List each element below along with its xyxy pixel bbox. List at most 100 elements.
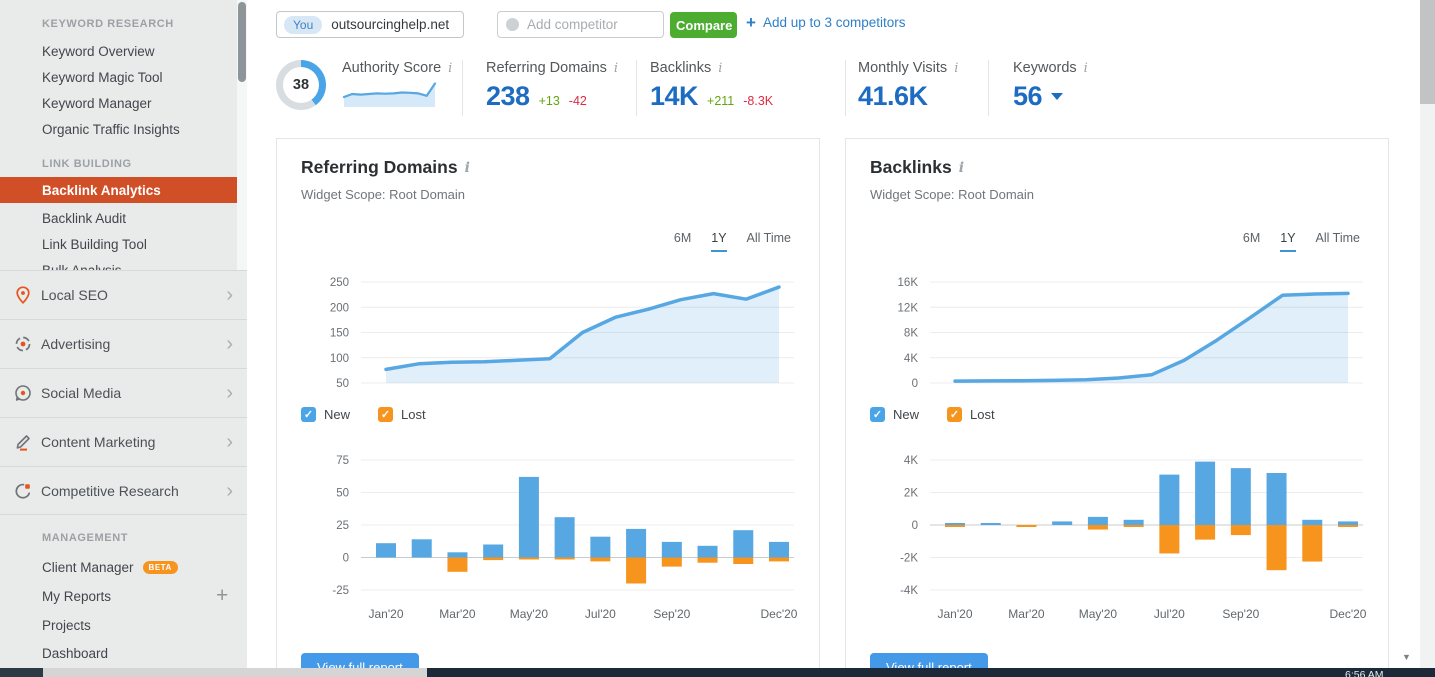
svg-text:Jul'20: Jul'20 (585, 607, 616, 621)
svg-text:100: 100 (330, 353, 349, 365)
sidebar-item-client-manager[interactable]: Client Manager BETA (42, 560, 178, 575)
lost-checkbox[interactable] (947, 407, 962, 422)
svg-text:Dec'20: Dec'20 (761, 607, 798, 621)
period-tabs: 6M 1Y All Time (674, 231, 791, 252)
you-badge: You (284, 16, 322, 34)
svg-text:0: 0 (912, 378, 918, 390)
info-icon[interactable]: i (718, 61, 722, 76)
new-label: New (893, 407, 919, 422)
sidebar-item-backlink-analytics[interactable]: Backlink Analytics (0, 177, 237, 203)
keywords-dropdown[interactable]: 56 (1013, 81, 1088, 112)
sidebar-item-label: Content Marketing (41, 434, 155, 450)
new-delta: +13 (539, 94, 560, 108)
add-competitor-input[interactable]: Add competitor (497, 11, 664, 38)
chevron-down-icon (1051, 93, 1063, 100)
sidebar-item-backlink-audit[interactable]: Backlink Audit (42, 211, 126, 226)
new-label: New (324, 407, 350, 422)
stat-label: Monthly Visitsi (858, 60, 958, 76)
sidebar-item-label: Local SEO (41, 287, 108, 303)
sidebar-item-projects[interactable]: Projects (42, 618, 91, 633)
info-icon[interactable]: i (1084, 61, 1088, 76)
referring-domains-stat: Referring Domainsi 238 +13 -42 (486, 60, 618, 112)
tab-all-time[interactable]: All Time (747, 231, 791, 252)
compare-button[interactable]: Compare (670, 12, 737, 38)
backlinks-stat: Backlinksi 14K +211 -8.3K (650, 60, 773, 112)
new-checkbox[interactable] (870, 407, 885, 422)
sidebar-item-keyword-magic-tool[interactable]: Keyword Magic Tool (42, 70, 163, 85)
chevron-right-icon: › (226, 288, 233, 302)
sidebar-scrollbar-thumb[interactable] (238, 2, 246, 82)
widget-scope: Widget Scope: Root Domain (301, 187, 465, 202)
taskbar-start-segment[interactable] (0, 668, 43, 677)
chevron-right-icon: › (226, 337, 233, 351)
divider (988, 60, 989, 116)
scroll-down-arrow-icon[interactable]: ▼ (1402, 652, 1411, 662)
stat-label: Backlinksi (650, 60, 773, 76)
sidebar-scrollbar[interactable] (237, 0, 247, 270)
tab-6m[interactable]: 6M (1243, 231, 1260, 252)
tab-1y[interactable]: 1Y (711, 231, 726, 252)
taskbar: 6:56 AM (0, 668, 1435, 677)
sidebar-item-my-reports[interactable]: My Reports (42, 589, 111, 604)
svg-text:Mar'20: Mar'20 (439, 607, 476, 621)
taskbar-app-segment[interactable] (43, 668, 427, 677)
sidebar-item-advertising[interactable]: Advertising › (0, 319, 247, 368)
card-title: Referring Domainsi (301, 157, 470, 178)
speech-bubble-icon (13, 383, 33, 403)
tab-all-time[interactable]: All Time (1316, 231, 1360, 252)
svg-text:75: 75 (336, 455, 349, 467)
sidebar-item-label: Advertising (41, 336, 110, 352)
sidebar-item-label: Competitive Research (41, 483, 179, 499)
chevron-right-icon: › (226, 484, 233, 498)
svg-text:50: 50 (336, 488, 349, 500)
sidebar-item-organic-traffic-insights[interactable]: Organic Traffic Insights (42, 122, 180, 137)
svg-text:Sep'20: Sep'20 (653, 607, 690, 621)
tab-6m[interactable]: 6M (674, 231, 691, 252)
tab-1y[interactable]: 1Y (1280, 231, 1295, 252)
stat-label: Referring Domainsi (486, 60, 618, 76)
lost-checkbox[interactable] (378, 407, 393, 422)
new-delta: +211 (707, 94, 734, 108)
info-icon[interactable]: i (959, 160, 964, 176)
svg-text:150: 150 (330, 328, 349, 340)
svg-text:12K: 12K (898, 302, 919, 314)
sidebar-tools: Local SEO › Advertising › Social Media › (0, 270, 247, 515)
svg-text:Dec'20: Dec'20 (1330, 607, 1367, 621)
info-icon[interactable]: i (954, 61, 958, 76)
svg-text:Sep'20: Sep'20 (1222, 607, 1259, 621)
info-icon[interactable]: i (465, 160, 470, 176)
sidebar-item-keyword-manager[interactable]: Keyword Manager (42, 96, 152, 111)
target-icon (13, 334, 33, 354)
sidebar-item-social-media[interactable]: Social Media › (0, 368, 247, 417)
info-icon[interactable]: i (448, 61, 452, 76)
referring-domains-card: Referring Domainsi Widget Scope: Root Do… (276, 138, 820, 677)
svg-text:-4K: -4K (900, 585, 918, 597)
sidebar-item-dashboard[interactable]: Dashboard (42, 646, 108, 661)
sidebar-item-competitive-research[interactable]: Competitive Research › (0, 466, 247, 515)
add-competitors-link[interactable]: + Add up to 3 competitors (746, 15, 906, 30)
sidebar-item-content-marketing[interactable]: Content Marketing › (0, 417, 247, 466)
sidebar-item-link-building-tool[interactable]: Link Building Tool (42, 237, 147, 252)
add-report-plus-icon[interactable]: + (216, 584, 228, 608)
page-scrollbar[interactable] (1420, 0, 1435, 677)
period-tabs: 6M 1Y All Time (1243, 231, 1360, 252)
svg-text:50: 50 (336, 378, 349, 390)
svg-text:25: 25 (336, 520, 349, 532)
svg-text:May'20: May'20 (510, 607, 549, 621)
new-checkbox[interactable] (301, 407, 316, 422)
chevron-right-icon: › (226, 386, 233, 400)
page-scrollbar-thumb[interactable] (1420, 0, 1435, 104)
svg-text:-2K: -2K (900, 553, 918, 565)
info-icon[interactable]: i (614, 61, 618, 76)
backlink-analytics-screen: KEYWORD RESEARCH Keyword Overview Keywor… (0, 0, 1435, 677)
lost-delta: -42 (569, 94, 587, 108)
svg-text:Jul'20: Jul'20 (1154, 607, 1185, 621)
taskbar-clock[interactable]: 6:56 AM (1345, 669, 1384, 677)
sidebar-item-local-seo[interactable]: Local SEO › (0, 270, 247, 319)
section-header-keyword-research: KEYWORD RESEARCH (42, 18, 174, 30)
sidebar-item-bulk-analysis[interactable]: Bulk Analysis (42, 263, 122, 270)
sidebar-item-keyword-overview[interactable]: Keyword Overview (42, 44, 155, 59)
your-domain-input[interactable]: You outsourcinghelp.net (276, 11, 464, 38)
svg-text:May'20: May'20 (1079, 607, 1118, 621)
chart-legend: New Lost (301, 407, 454, 422)
